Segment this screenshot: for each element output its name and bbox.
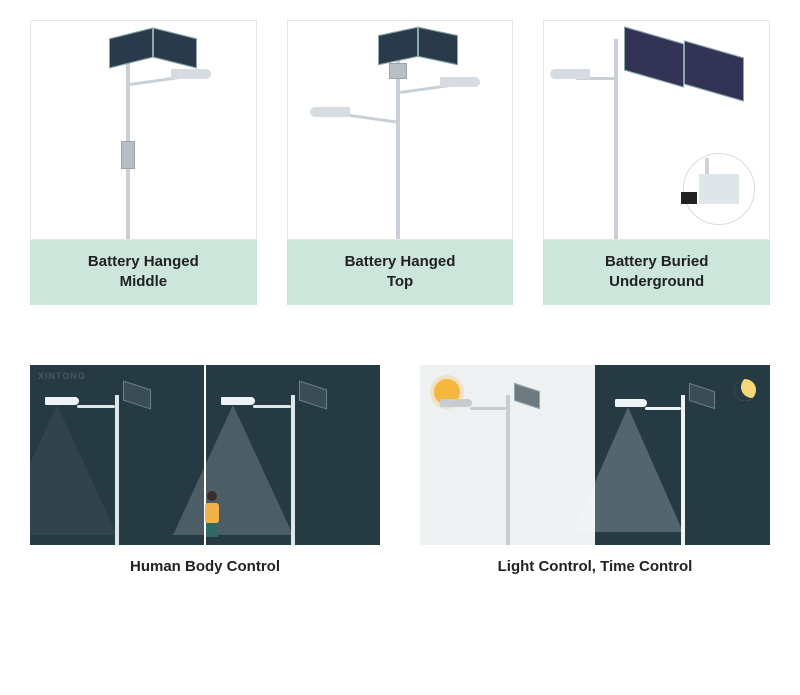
battery-box-icon xyxy=(121,141,135,169)
light-beam-icon xyxy=(573,407,683,532)
caption-line: Underground xyxy=(609,273,704,290)
control-mode-row: XINTONG Human Body Control xyxy=(30,365,770,589)
caption-battery-top: Battery Hanged Top xyxy=(287,240,514,305)
pole-icon xyxy=(681,395,685,545)
solar-panel-icon xyxy=(624,26,684,87)
pole-icon xyxy=(614,39,618,239)
buried-battery-icon xyxy=(681,192,697,204)
lamp-arm-icon xyxy=(470,407,506,410)
lamp-head-icon xyxy=(310,107,350,117)
lamp-arm-icon xyxy=(345,113,400,124)
solar-panel-icon xyxy=(689,382,715,408)
card-battery-top: Battery Hanged Top xyxy=(287,20,514,305)
pole-icon xyxy=(506,395,510,545)
person-walking-icon xyxy=(203,491,221,537)
card-battery-middle: Battery Hanged Middle xyxy=(30,20,257,305)
panel-daytime-off xyxy=(420,365,595,545)
caption-line: Battery Hanged xyxy=(88,253,199,270)
caption-line: Battery Buried xyxy=(605,253,708,270)
card-human-body-control: XINTONG Human Body Control xyxy=(30,365,380,589)
lamp-head-icon xyxy=(221,397,255,405)
lamp-head-icon xyxy=(45,397,79,405)
light-beam-icon xyxy=(30,405,117,535)
solar-panel-icon xyxy=(514,382,540,408)
panel-person-bright xyxy=(204,365,380,545)
card-light-time-control: Light Control, Time Control xyxy=(420,365,770,589)
illustration-battery-middle xyxy=(30,20,257,240)
lamp-head-icon xyxy=(171,69,211,79)
solar-panel-icon xyxy=(153,28,197,69)
caption-line: Top xyxy=(387,273,413,290)
lamp-head-icon xyxy=(615,399,647,407)
caption-battery-underground: Battery Buried Underground xyxy=(543,240,770,305)
card-battery-underground: Battery Buried Underground xyxy=(543,20,770,305)
moon-icon xyxy=(734,379,756,401)
illustration-human-body-control: XINTONG xyxy=(30,365,380,545)
lamp-arm-icon xyxy=(77,405,115,408)
caption-line: Battery Hanged xyxy=(345,253,456,270)
panel-nighttime-on xyxy=(595,365,770,545)
solar-panel-icon xyxy=(418,27,458,66)
battery-box-icon xyxy=(389,63,407,79)
caption-light-time-control: Light Control, Time Control xyxy=(420,545,770,589)
lamp-arm-icon xyxy=(253,405,291,408)
pole-icon xyxy=(115,395,119,545)
pole-icon xyxy=(126,39,130,239)
lamp-arm-icon xyxy=(645,407,681,410)
lamp-head-icon xyxy=(440,399,472,407)
solar-panel-icon xyxy=(123,380,151,409)
caption-line: Middle xyxy=(120,273,168,290)
caption-battery-middle: Battery Hanged Middle xyxy=(30,240,257,305)
solar-panel-icon xyxy=(378,27,418,66)
ground-cage-icon xyxy=(699,174,739,204)
illustration-light-time-control xyxy=(420,365,770,545)
illustration-battery-underground xyxy=(543,20,770,240)
underground-inset-icon xyxy=(683,153,755,225)
illustration-battery-top xyxy=(287,20,514,240)
solar-panel-icon xyxy=(299,380,327,409)
solar-panel-icon xyxy=(109,28,153,69)
light-beam-icon xyxy=(173,405,293,535)
pole-icon xyxy=(291,395,295,545)
battery-position-row: Battery Hanged Middle Battery Hanged Top xyxy=(30,20,770,305)
watermark-text: XINTONG xyxy=(38,371,86,381)
lamp-head-icon xyxy=(440,77,480,87)
solar-panel-icon xyxy=(684,40,744,101)
caption-human-body-control: Human Body Control xyxy=(30,545,380,589)
lamp-head-icon xyxy=(550,69,590,79)
